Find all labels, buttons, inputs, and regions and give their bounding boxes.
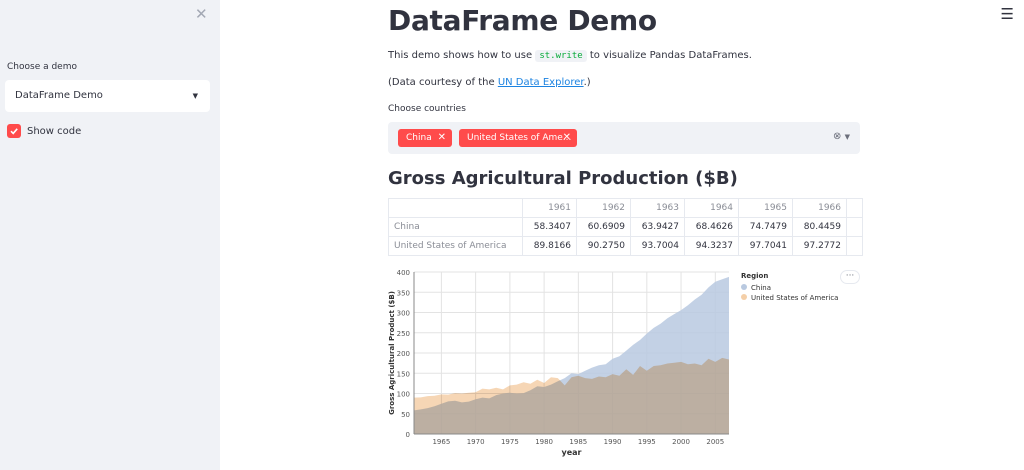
chip-label: China: [406, 133, 432, 143]
area-series-usa[interactable]: [414, 357, 729, 434]
show-code-label: Show code: [27, 125, 82, 137]
table-cell[interactable]: 93.7004: [630, 236, 685, 256]
show-code-checkbox[interactable]: [7, 124, 21, 138]
y-tick-label: 0: [406, 431, 410, 439]
countries-multiselect[interactable]: China ✕ United States of Ame... ✕ ⊗ ▼: [388, 122, 860, 154]
y-tick-label: 200: [397, 350, 410, 358]
intro-text: This demo shows how to use st.write to v…: [388, 50, 752, 62]
column-header[interactable]: 1963: [630, 198, 685, 218]
chip-china[interactable]: China ✕: [398, 129, 452, 147]
row-index: China: [388, 217, 523, 237]
table-cell[interactable]: 90.2750: [576, 236, 631, 256]
column-header[interactable]: 1964: [684, 198, 739, 218]
x-tick-label: 1975: [501, 438, 519, 446]
y-tick-label: 350: [397, 289, 410, 297]
intro-code: st.write: [535, 50, 587, 62]
un-data-link[interactable]: UN Data Explorer: [497, 77, 584, 88]
chip-usa[interactable]: United States of Ame... ✕: [459, 129, 577, 147]
dataframe-table[interactable]: 1961 1962 1963 1964 1965 1966 China 58.3…: [388, 198, 863, 256]
demo-select[interactable]: DataFrame Demo ▼: [5, 80, 210, 112]
table-cell[interactable]: 89.8166: [522, 236, 577, 256]
table-cell[interactable]: 63.9427: [630, 217, 685, 237]
area-chart[interactable]: 0 50 100 150 200 250 300 350 400 1965 1970 1975 1980…: [380, 263, 850, 463]
column-header[interactable]: 1965: [738, 198, 793, 218]
table-row: United States of America 89.8166 90.2750…: [388, 236, 863, 256]
chip-label: United States of Ame...: [467, 133, 572, 143]
y-tick-label: 50: [401, 411, 410, 419]
x-tick-label: 1965: [432, 438, 450, 446]
remove-chip-icon[interactable]: ✕: [562, 132, 571, 143]
table-cell[interactable]: 74.7479: [738, 217, 793, 237]
sidebar: ✕ Choose a demo DataFrame Demo ▼ Show co…: [0, 0, 220, 470]
table-overflow-cell: [846, 198, 863, 218]
demo-select-value: DataFrame Demo: [15, 90, 103, 101]
chart-menu-button[interactable]: ···: [840, 270, 860, 284]
section-title: Gross Agricultural Production ($B): [388, 168, 738, 189]
table-overflow-cell: [846, 236, 863, 256]
row-index: United States of America: [388, 236, 523, 256]
choose-countries-label: Choose countries: [388, 104, 466, 114]
courtesy-after: .): [583, 77, 591, 88]
table-row: China 58.3407 60.6909 63.9427 68.4626 74…: [388, 217, 863, 237]
courtesy-before: (Data courtesy of the: [388, 77, 495, 88]
legend-label[interactable]: United States of America: [751, 294, 838, 302]
intro-text-before: This demo shows how to use: [388, 50, 533, 61]
x-tick-label: 1990: [604, 438, 622, 446]
choose-demo-label: Choose a demo: [7, 62, 77, 72]
courtesy-text: (Data courtesy of the UN Data Explorer.): [388, 77, 591, 88]
x-tick-label: 2000: [672, 438, 690, 446]
table-cell[interactable]: 97.7041: [738, 236, 793, 256]
x-tick-label: 1995: [638, 438, 656, 446]
legend-label[interactable]: China: [751, 284, 771, 292]
y-tick-label: 300: [397, 310, 410, 318]
column-header[interactable]: 1961: [522, 198, 577, 218]
multiselect-controls[interactable]: ⊗ ▼: [833, 131, 850, 142]
legend-title: Region: [741, 272, 768, 280]
table-cell[interactable]: 60.6909: [576, 217, 631, 237]
show-code-checkbox-row[interactable]: Show code: [7, 123, 81, 139]
table-cell[interactable]: 97.2772: [792, 236, 847, 256]
table-cell[interactable]: 58.3407: [522, 217, 577, 237]
chevron-down-icon: ▼: [192, 92, 198, 100]
y-tick-label: 150: [397, 370, 410, 378]
x-axis-title: year: [562, 448, 582, 457]
x-tick-label: 2005: [706, 438, 724, 446]
check-icon: [10, 128, 18, 135]
column-header[interactable]: 1966: [792, 198, 847, 218]
close-icon[interactable]: ✕: [195, 5, 208, 23]
table-header-row: 1961 1962 1963 1964 1965 1966: [388, 198, 863, 218]
x-tick-label: 1970: [467, 438, 485, 446]
page-title: DataFrame Demo: [388, 4, 657, 37]
table-cell[interactable]: 80.4459: [792, 217, 847, 237]
y-axis-title: Gross Agricultural Product ($B): [388, 291, 396, 415]
intro-text-after: to visualize Pandas DataFrames.: [589, 50, 752, 61]
y-tick-label: 400: [397, 269, 410, 277]
y-tick-label: 250: [397, 330, 410, 338]
chevron-down-icon[interactable]: ▼: [844, 133, 850, 141]
legend-swatch: [741, 284, 747, 290]
table-overflow-cell: [846, 217, 863, 237]
column-header[interactable]: 1962: [576, 198, 631, 218]
x-tick-label: 1980: [535, 438, 553, 446]
table-cell[interactable]: 68.4626: [684, 217, 739, 237]
hamburger-icon[interactable]: ☰: [1000, 5, 1014, 23]
y-tick-label: 100: [397, 391, 410, 399]
table-cell[interactable]: 94.3237: [684, 236, 739, 256]
table-corner: [388, 198, 523, 218]
x-tick-label: 1985: [569, 438, 587, 446]
clear-all-icon[interactable]: ⊗: [833, 131, 842, 142]
legend-swatch: [741, 294, 747, 300]
remove-chip-icon[interactable]: ✕: [437, 132, 446, 143]
